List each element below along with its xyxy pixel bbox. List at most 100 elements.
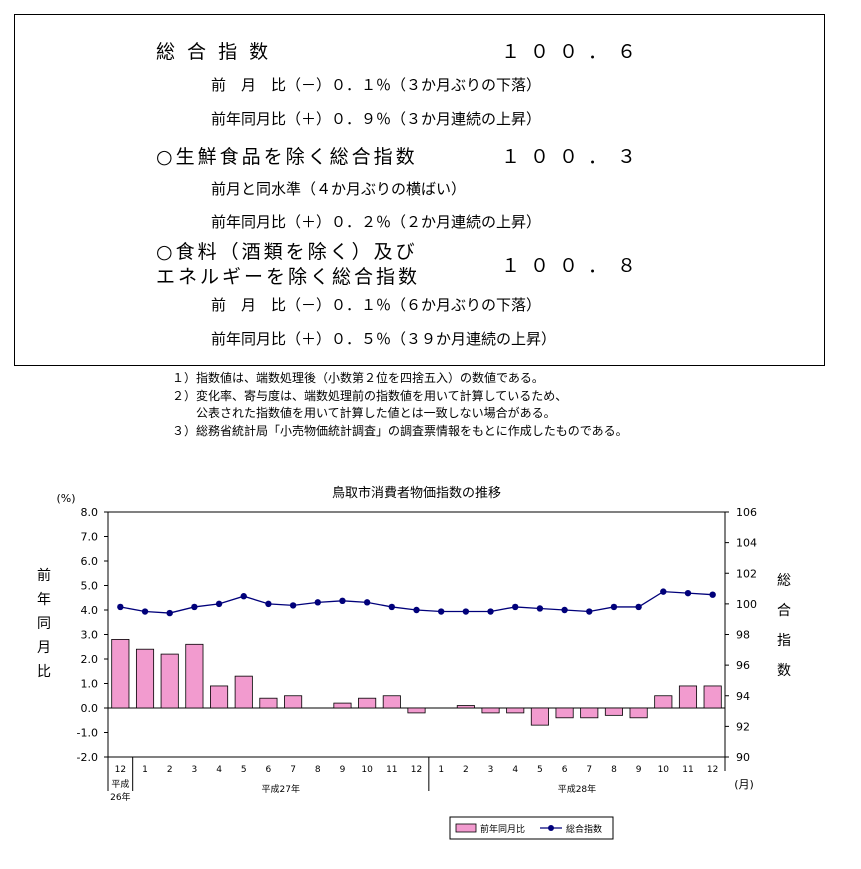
- y-right-label-char: 指: [777, 633, 791, 649]
- y-left-label-char: 比: [37, 664, 51, 680]
- point-cpi: [487, 608, 494, 615]
- y-right-tick-label: 100: [736, 598, 757, 611]
- point-cpi: [166, 609, 173, 617]
- point-cpi: [117, 603, 124, 611]
- x-tick-label: 7: [586, 765, 592, 775]
- y-right-label-char: 数: [777, 663, 791, 679]
- point-cpi: [660, 588, 667, 595]
- year-label: 平成27年: [262, 783, 300, 795]
- point-cpi: [709, 591, 716, 598]
- x-tick-label: 3: [488, 765, 494, 775]
- x-tick-label: 4: [216, 765, 222, 775]
- x-tick-label: 10: [361, 765, 373, 775]
- bar-yoy: [604, 707, 623, 716]
- bar-yoy: [259, 697, 278, 709]
- point-cpi: [339, 597, 346, 605]
- ex-food-energy-label-line1: ○食料（酒類を除く）及び: [156, 241, 418, 263]
- y-right-tick-label: 92: [736, 720, 750, 733]
- y-left-tick-label: -2.0: [77, 751, 98, 764]
- y-right-label-char: 総: [777, 573, 791, 589]
- x-tick-label: 4: [512, 765, 518, 775]
- bar-yoy: [456, 705, 475, 709]
- y-left-label-char: 前: [37, 567, 51, 584]
- point-cpi: [512, 603, 519, 611]
- point-cpi: [437, 608, 445, 615]
- cpi-chart: 鳥取市消費者物価指数の推移 8.0 7.0 6.0 5.0 4.0 3.0 2.0 1.0 0.0…: [37, 485, 791, 840]
- point-cpi: [536, 605, 544, 612]
- summary-box: 総 合 指 数 １００．６ 前 月 比（－）０．１％（３か月ぶりの下落） 前年同…: [14, 14, 825, 366]
- point-cpi: [240, 593, 247, 600]
- point-cpi: [289, 602, 297, 609]
- x-tick-label: 8: [611, 765, 617, 775]
- footnote: ３）総務省統計局「小売物価統計調査」の調査票情報をもとに作成したものである。: [172, 423, 628, 438]
- x-tick-label: 5: [241, 765, 247, 775]
- x-tick-label: 8: [315, 765, 321, 775]
- point-cpi: [363, 599, 371, 606]
- y-right-tick-label: 104: [736, 537, 757, 550]
- point-cpi: [610, 603, 618, 611]
- footnote: ２）変化率、寄与度は、端数処理前の指数値を用いて計算しているため、: [172, 388, 568, 403]
- x-tick-label: 12: [411, 765, 422, 775]
- y-left-tick-label: 4.0: [81, 604, 99, 617]
- bar-yoy: [506, 707, 525, 714]
- y-left-unit: (%): [56, 492, 75, 505]
- bar-yoy: [234, 675, 253, 709]
- ex-fresh-label: ○生鮮食品を除く総合指数: [156, 146, 418, 168]
- point-cpi: [462, 608, 470, 615]
- y-left-tick-label: 1.0: [81, 678, 99, 691]
- bar-yoy: [333, 702, 352, 709]
- point-cpi: [388, 603, 396, 611]
- year-label: 平成: [111, 778, 129, 790]
- bar-yoy: [654, 695, 673, 709]
- x-tick-label: 12: [115, 765, 126, 775]
- point-cpi: [684, 589, 692, 597]
- overall-mom: 前 月 比（－）０．１％（３か月ぶりの下落）: [211, 76, 542, 94]
- bar-yoy: [407, 707, 426, 714]
- y-right-tick-label: 106: [736, 506, 757, 519]
- legend-swatch-yoy: [455, 823, 477, 833]
- y-left-tick-label: 5.0: [81, 580, 99, 593]
- y-left-label-char: 同: [37, 616, 51, 632]
- x-tick-label: 9: [636, 765, 642, 775]
- y-left-tick-label: 7.0: [81, 531, 99, 544]
- point-cpi: [413, 606, 420, 614]
- bar-yoy: [210, 685, 229, 709]
- point-cpi: [215, 600, 223, 608]
- y-right-tick-label: 102: [736, 567, 757, 580]
- y-left-label-char: 年: [37, 592, 51, 608]
- point-cpi: [314, 599, 321, 606]
- bar-yoy: [703, 685, 722, 709]
- legend-box: [449, 816, 614, 840]
- x-tick-label: 11: [682, 765, 693, 775]
- bar-yoy: [530, 707, 549, 726]
- x-tick-label: 1: [142, 765, 148, 775]
- point-cpi: [141, 608, 149, 615]
- x-tick-label: 2: [463, 765, 469, 775]
- point-cpi: [635, 603, 642, 611]
- y-left-tick-label: -1.0: [77, 727, 98, 740]
- y-left-label-char: 月: [37, 640, 51, 656]
- x-tick-label: 6: [266, 765, 272, 775]
- year-label: 26年: [110, 791, 130, 803]
- overall-label: 総 合 指 数: [156, 41, 272, 63]
- bar-yoy: [111, 638, 130, 709]
- x-tick-label: 12: [707, 765, 718, 775]
- point-cpi: [586, 608, 593, 615]
- ex-food-energy-yoy: 前年同月比（＋）０．５％（３９か月連続の上昇）: [211, 330, 557, 348]
- x-tick-label: 10: [658, 765, 670, 775]
- x-tick-label: 1: [438, 765, 444, 775]
- y-left-tick-label: 8.0: [81, 506, 99, 519]
- ex-food-energy-value: １００．８: [501, 255, 647, 277]
- plot-area: [107, 511, 726, 758]
- y-left-tick-label: 2.0: [81, 653, 99, 666]
- y-left-tick-label: 3.0: [81, 629, 99, 642]
- y-left-tick-label: 0.0: [81, 702, 99, 715]
- bar-yoy: [358, 697, 377, 709]
- x-tick-label: 11: [386, 765, 397, 775]
- bar-yoy: [580, 707, 599, 719]
- x-tick-label: 5: [537, 765, 543, 775]
- x-unit: (月): [734, 778, 754, 791]
- legend-label-cpi: 総合指数: [566, 823, 602, 835]
- footnotes: １）指数値は、端数処理後（小数第２位を四捨五入）の数値である。 ２）変化率、寄与…: [172, 370, 628, 440]
- bar-yoy: [555, 707, 574, 719]
